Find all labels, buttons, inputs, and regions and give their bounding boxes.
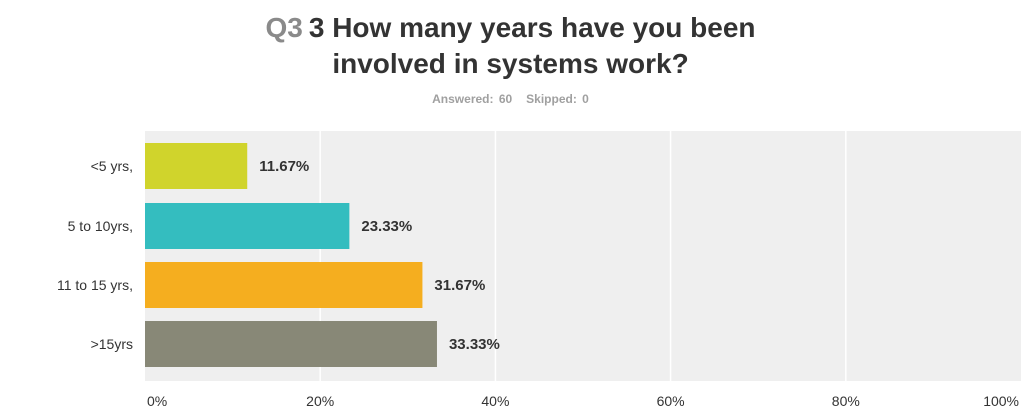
skipped-count: Skipped: 0	[526, 92, 589, 106]
response-summary: Answered: 60 Skipped: 0	[0, 92, 1021, 106]
x-tick-label-20: 20%	[306, 393, 334, 409]
bar-3	[145, 262, 423, 308]
x-tick-label-0: 0%	[147, 393, 167, 409]
bar-2	[145, 203, 350, 249]
category-label-3: 11 to 15 yrs,	[57, 277, 133, 293]
value-label-2: 23.33%	[361, 218, 412, 235]
title-line-2: involved in systems work?	[332, 48, 689, 79]
title-line-1: Q3 3 How many years have you been	[0, 10, 1021, 46]
value-label-1: 11.67%	[259, 158, 309, 175]
category-label-4: >15yrs	[91, 336, 133, 352]
question-number: Q3	[265, 12, 303, 43]
bar-1	[145, 143, 248, 189]
title-text-line-1: 3 How many years have you been	[308, 12, 756, 43]
category-label-2: 5 to 10yrs,	[68, 218, 133, 234]
x-tick-label-40: 40%	[481, 393, 509, 409]
value-label-4: 33.33%	[449, 336, 500, 353]
chart-title: Q3 3 How many years have you been involve…	[0, 10, 1021, 82]
category-label-1: <5 yrs,	[91, 158, 133, 174]
x-tick-label-60: 60%	[657, 393, 685, 409]
x-tick-label-100: 100%	[983, 393, 1019, 409]
x-tick-label-80: 80%	[832, 393, 860, 409]
answered-count: Answered: 60	[432, 92, 513, 106]
bar-4	[145, 321, 437, 367]
value-label-3: 31.67%	[434, 277, 485, 294]
